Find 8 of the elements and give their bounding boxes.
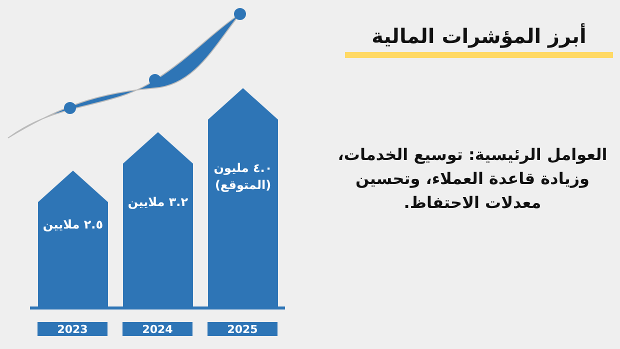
x-tick-label: 2024 — [142, 323, 174, 336]
data-label: ٤.٠ مليون (المتوقع) — [214, 160, 272, 192]
data-label: ٢.٥ ملايين — [42, 217, 104, 232]
x-tick-label: 2025 — [227, 323, 258, 336]
text: أبرز المؤشرات المالية — [370, 24, 588, 48]
x-tick-label: 2023 — [57, 323, 88, 336]
data-label: ٣.٢ ملايين — [128, 194, 189, 209]
text: العوامل الرئيسية: توسيع الخدمات، وزيادة قاعدة العملاء، وتحسين معدلات الاحتفاظ. — [336, 144, 608, 214]
